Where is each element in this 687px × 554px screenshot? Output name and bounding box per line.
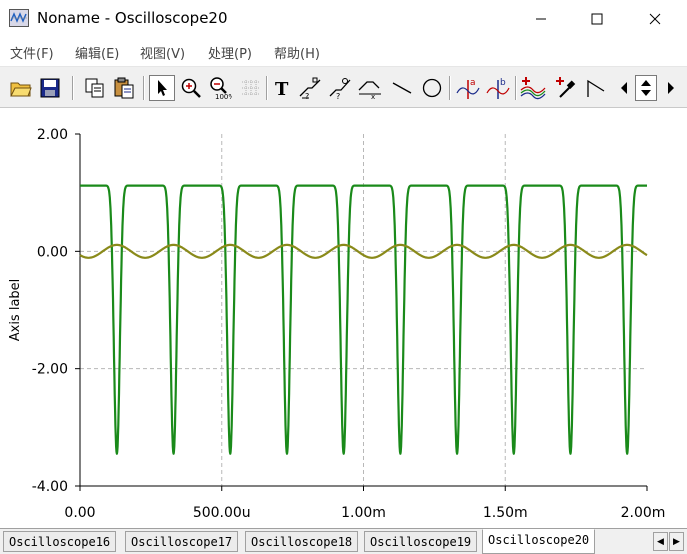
tab-scroll-right-button[interactable]: ▶ bbox=[669, 532, 684, 551]
scroll-left-icon bbox=[620, 82, 627, 94]
zoom-in-button[interactable] bbox=[178, 75, 204, 101]
y-tick-label: 2.00 bbox=[37, 127, 68, 143]
svg-text:T: T bbox=[275, 79, 289, 98]
line-icon bbox=[392, 82, 412, 94]
pointer-icon bbox=[158, 80, 167, 96]
svg-text:x: x bbox=[371, 93, 375, 100]
tab-oscilloscope18[interactable]: Oscilloscope18 bbox=[245, 531, 359, 552]
open-folder-icon bbox=[10, 82, 32, 97]
step-marker-icon: x bbox=[358, 81, 381, 100]
svg-text:100%: 100% bbox=[215, 93, 232, 100]
x-tick-label: 2.00m bbox=[621, 505, 666, 521]
scroll-right-icon bbox=[667, 82, 674, 94]
step-marker-button[interactable]: x bbox=[357, 75, 383, 101]
text-button[interactable]: T bbox=[269, 75, 295, 101]
cursor-marker-2-button[interactable]: ? bbox=[327, 75, 353, 101]
grid-button[interactable] bbox=[238, 75, 264, 101]
tab-oscilloscope20[interactable]: Oscilloscope20 bbox=[482, 529, 596, 554]
waveform-color-icon bbox=[520, 77, 546, 100]
oscilloscope-app-icon[interactable] bbox=[9, 9, 29, 27]
cursor-a-button[interactable]: a bbox=[455, 75, 481, 101]
menu-view[interactable]: 视图(V) bbox=[140, 47, 186, 62]
title-bar: Noname - Oscilloscope20 bbox=[0, 0, 687, 38]
paste-icon bbox=[114, 77, 134, 99]
tab-scroll-right-icon: ▶ bbox=[673, 536, 680, 546]
scroll-left-button[interactable] bbox=[615, 75, 632, 101]
waveform-chart[interactable]: 0.00 500.00u 1.00m 1.50m 2.00m 2.00 0.00 -2.00 -… bbox=[0, 110, 687, 528]
y-tick-label: -2.00 bbox=[32, 362, 68, 378]
maximize-icon bbox=[591, 13, 603, 25]
oscilloscope-plot[interactable]: 0.00 500.00u 1.00m 1.50m 2.00m 2.00 0.00 -2.00 -… bbox=[0, 110, 687, 528]
maximize-button[interactable] bbox=[574, 0, 620, 38]
circle-icon bbox=[422, 78, 442, 98]
close-button[interactable] bbox=[632, 0, 678, 38]
sheet-tab-bar: Oscilloscope16 Oscilloscope17 Oscillosco… bbox=[0, 528, 687, 554]
menu-process[interactable]: 处理(P) bbox=[208, 47, 252, 62]
paste-button[interactable] bbox=[111, 75, 137, 101]
tab-oscilloscope19[interactable]: Oscilloscope19 bbox=[364, 531, 478, 552]
zoom-100-icon: 100% bbox=[210, 77, 232, 100]
trace-slope-button[interactable] bbox=[583, 75, 609, 101]
scroll-up-down-icon bbox=[641, 80, 651, 96]
menu-bar: 文件(F) 编辑(E) 视图(V) 处理(P) 帮助(H) bbox=[0, 38, 687, 64]
zoom-100-button[interactable]: 100% bbox=[207, 75, 233, 101]
open-button[interactable] bbox=[8, 75, 34, 101]
minimize-icon bbox=[536, 18, 546, 20]
copy-button[interactable] bbox=[82, 75, 108, 101]
waveform-color-button[interactable] bbox=[520, 75, 546, 101]
line-button[interactable] bbox=[389, 75, 415, 101]
svg-text:?: ? bbox=[336, 92, 340, 100]
menu-help[interactable]: 帮助(H) bbox=[274, 47, 320, 62]
grid-icon bbox=[242, 80, 260, 96]
text-icon: T bbox=[275, 79, 289, 98]
dropper-icon bbox=[556, 77, 576, 98]
tab-scroll-left-icon: ◀ bbox=[657, 536, 664, 546]
menu-edit[interactable]: 编辑(E) bbox=[75, 47, 120, 62]
scroll-up-down-button[interactable] bbox=[635, 75, 657, 101]
y-tick-label: 0.00 bbox=[37, 244, 68, 260]
cursor-marker-1-icon: ? bbox=[299, 77, 321, 100]
zoom-in-icon bbox=[181, 78, 201, 98]
tab-oscilloscope17[interactable]: Oscilloscope17 bbox=[125, 531, 239, 552]
y-tick-label: -4.00 bbox=[32, 479, 68, 495]
series-1-trace bbox=[79, 184, 648, 455]
x-tick-label: 1.50m bbox=[483, 505, 528, 521]
copy-icon bbox=[85, 78, 104, 98]
scroll-right-button[interactable] bbox=[662, 75, 679, 101]
cursor-marker-1-button[interactable]: ? bbox=[297, 75, 323, 101]
dropper-button[interactable] bbox=[553, 75, 579, 101]
trace-slope-icon bbox=[587, 79, 605, 97]
cursor-marker-2-icon: ? bbox=[329, 78, 351, 100]
minimize-button[interactable] bbox=[518, 0, 564, 38]
svg-text:?: ? bbox=[305, 92, 309, 100]
pointer-button[interactable] bbox=[149, 75, 175, 101]
cursor-b-button[interactable]: b bbox=[485, 75, 511, 101]
menu-file[interactable]: 文件(F) bbox=[10, 47, 54, 62]
x-tick-label: 1.00m bbox=[341, 505, 386, 521]
series-2-trace bbox=[79, 243, 648, 259]
window-title: Noname - Oscilloscope20 bbox=[37, 9, 228, 27]
x-tick-label: 0.00 bbox=[64, 505, 95, 521]
x-tick-label: 500.00u bbox=[193, 505, 251, 521]
svg-text:b: b bbox=[500, 78, 506, 88]
tab-oscilloscope16[interactable]: Oscilloscope16 bbox=[3, 531, 117, 552]
cursor-a-icon: a bbox=[456, 78, 480, 99]
cursor-b-icon: b bbox=[486, 78, 510, 99]
toolbar: 100% T ? ? x a b bbox=[0, 66, 687, 108]
circle-button[interactable] bbox=[419, 75, 445, 101]
svg-text:a: a bbox=[470, 78, 476, 88]
save-button[interactable] bbox=[37, 75, 63, 101]
save-icon bbox=[40, 78, 60, 98]
tab-scroll-left-button[interactable]: ◀ bbox=[653, 532, 668, 551]
y-axis-label: Axis label bbox=[8, 279, 23, 342]
close-icon bbox=[649, 13, 661, 25]
